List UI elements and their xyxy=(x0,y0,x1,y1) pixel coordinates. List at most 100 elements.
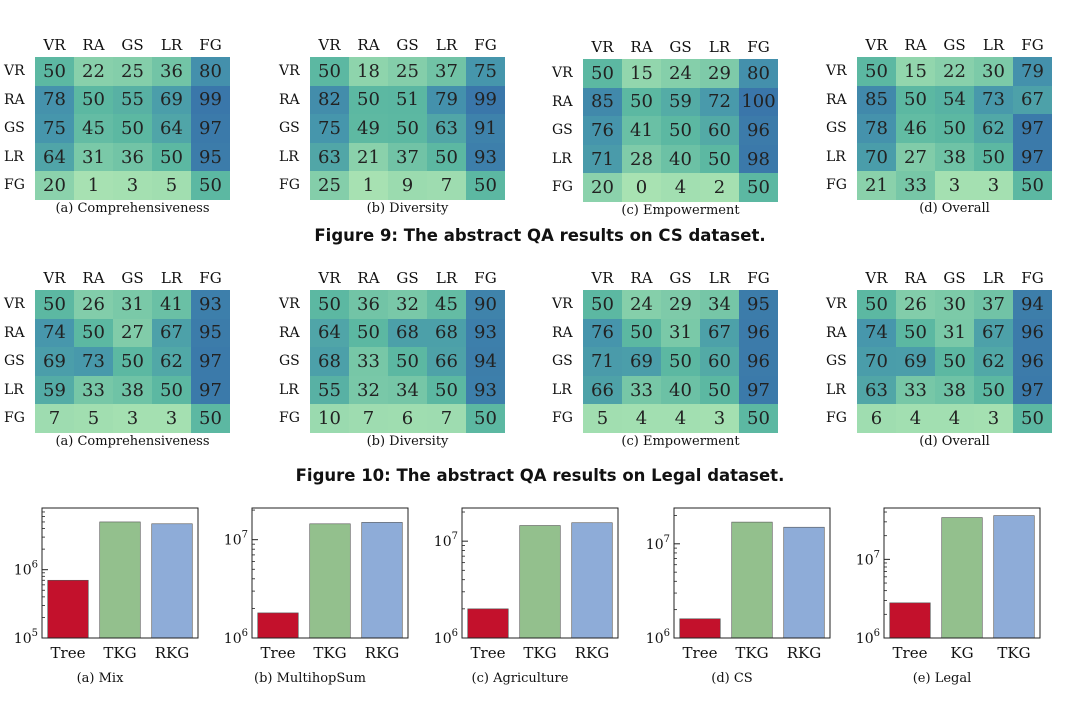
column-label: RA xyxy=(357,36,380,54)
heatmap-cell: 50 xyxy=(1013,171,1052,200)
fig9-heatmap-a: VR RA GS LR FG VR RA GS LR FG 50 22 25 36 80 78 50 55 69 99… xyxy=(0,35,240,221)
heatmap-cell: 50 xyxy=(622,87,661,117)
heatmap-cell: 73 xyxy=(74,347,113,376)
plot-frame xyxy=(41,507,199,639)
figure9-caption: Figure 9: The abstract QA results on CS … xyxy=(314,226,766,245)
heatmap-cell: 34 xyxy=(388,375,427,405)
heatmap-cell: 99 xyxy=(466,85,505,115)
heatmap-cell: 76 xyxy=(583,318,622,348)
column-label: RA xyxy=(630,38,653,56)
heatmap-cell: 95 xyxy=(191,142,230,172)
row-label: RA xyxy=(552,324,573,341)
fig9-heatmap-b: VR RA GS LR FG VR RA GS LR FG 50 18 25 37 75 82 50 51 79 99… xyxy=(275,35,515,221)
y-tick-label: 107 xyxy=(646,534,670,553)
column-label: LR xyxy=(435,269,458,287)
column-labels: VR RA GS LR FG xyxy=(583,37,778,57)
tick-base: 10 xyxy=(856,552,874,568)
heatmap-cell: 50 xyxy=(857,290,896,319)
heatmap-cell: 99 xyxy=(191,85,230,115)
heatmap-cell: 71 xyxy=(583,347,622,376)
bar xyxy=(257,612,299,639)
heatmap-cell: 72 xyxy=(700,87,739,117)
heatmap-cell: 21 xyxy=(349,142,388,172)
heatmap-cell: 50 xyxy=(152,375,191,405)
column-label: GS xyxy=(121,269,144,287)
plot-frame xyxy=(883,507,1041,639)
bar xyxy=(941,517,983,639)
column-label: GS xyxy=(121,36,144,54)
row-label: VR xyxy=(279,296,300,312)
heatmap-cell: 33 xyxy=(622,375,661,405)
bar xyxy=(783,526,825,639)
heatmap-cell: 50 xyxy=(35,290,74,319)
heatmap-cell: 74 xyxy=(35,318,74,348)
heatmap-cell: 50 xyxy=(388,114,427,143)
heatmap-cell: 97 xyxy=(739,375,778,405)
heatmap-cell: 51 xyxy=(388,85,427,115)
row-labels: VR RA GS LR FG xyxy=(822,57,857,200)
subfigure-caption: (b) Diversity xyxy=(366,434,449,449)
heatmap-cell: 97 xyxy=(191,347,230,376)
x-tick-label: Tree xyxy=(893,644,928,662)
row-label: FG xyxy=(4,177,25,194)
tick-exponent: 7 xyxy=(452,531,458,542)
heatmap-cell: 67 xyxy=(700,318,739,348)
heatmap-cell: 6 xyxy=(388,404,427,433)
heatmap-cell: 3 xyxy=(113,171,152,200)
column-labels: VR RA GS LR FG xyxy=(310,35,505,55)
heatmap-cell: 67 xyxy=(1013,85,1052,115)
heatmap-cell: 3 xyxy=(113,404,152,433)
heatmap-cell: 66 xyxy=(427,347,466,376)
heatmap-cell: 55 xyxy=(310,375,349,405)
heatmap-cell: 22 xyxy=(935,57,974,86)
heatmap-cell: 25 xyxy=(310,171,349,200)
heatmap-cell: 50 xyxy=(935,114,974,143)
heatmap-cell: 50 xyxy=(152,142,191,172)
heatmap-cell: 50 xyxy=(974,142,1013,172)
heatmap-cell: 69 xyxy=(35,347,74,376)
heatmap-cell: 50 xyxy=(700,375,739,405)
heatmap-cell: 97 xyxy=(1013,375,1052,405)
subfigure-caption: (a) Mix xyxy=(76,671,124,686)
heatmap-cell: 18 xyxy=(349,57,388,86)
heatmap-cell: 29 xyxy=(700,59,739,88)
row-labels: VR RA GS LR FG xyxy=(275,57,310,200)
column-label: RA xyxy=(82,36,105,54)
row-label: VR xyxy=(826,63,847,79)
column-labels: VR RA GS LR FG xyxy=(583,268,778,288)
heatmap-grid: 50 22 25 36 80 78 50 55 69 99 75 45 50 64 97 64 31 36 50 95… xyxy=(35,57,230,200)
heatmap-cell: 91 xyxy=(466,114,505,143)
heatmap-cell: 50 xyxy=(427,375,466,405)
heatmap-cell: 96 xyxy=(739,116,778,145)
bar xyxy=(361,522,403,639)
column-labels: VR RA GS LR FG xyxy=(857,268,1052,288)
x-tick-label: TKG xyxy=(997,644,1030,662)
heatmap-grid: 50 15 24 29 80 85 50 59 72 100 76 41 50 60 96 71 28 40 50 9… xyxy=(583,59,778,202)
y-tick-label: 106 xyxy=(224,628,248,647)
heatmap-cell: 50 xyxy=(466,404,505,433)
heatmap-cell: 50 xyxy=(349,85,388,115)
plot-frame xyxy=(461,507,619,639)
tick-exponent: 6 xyxy=(32,560,38,571)
tick-base: 10 xyxy=(434,631,452,647)
heatmap-cell: 62 xyxy=(152,347,191,376)
heatmap-cell: 79 xyxy=(1013,57,1052,86)
column-labels: VR RA GS LR FG xyxy=(35,35,230,55)
heatmap-grid: 50 24 29 34 95 76 50 31 67 96 71 69 50 60 96 66 33 40 50 97… xyxy=(583,290,778,433)
column-label: RA xyxy=(630,269,653,287)
tick-exponent: 6 xyxy=(242,628,248,639)
heatmap-cell: 68 xyxy=(310,347,349,376)
column-label: FG xyxy=(1021,36,1044,54)
heatmap-cell: 79 xyxy=(427,85,466,115)
subfigure-caption: (c) Empowerment xyxy=(621,203,740,218)
heatmap-cell: 37 xyxy=(427,57,466,86)
heatmap-cell: 33 xyxy=(74,375,113,405)
heatmap-cell: 5 xyxy=(152,171,191,200)
heatmap-cell: 38 xyxy=(935,142,974,172)
row-label: LR xyxy=(4,148,24,165)
heatmap-cell: 85 xyxy=(857,85,896,115)
fig9-heatmap-c: VR RA GS LR FG VR RA GS LR FG 50 15 24 29 80 85 50 59 72 10… xyxy=(548,37,788,223)
tick-exponent: 7 xyxy=(874,549,880,560)
